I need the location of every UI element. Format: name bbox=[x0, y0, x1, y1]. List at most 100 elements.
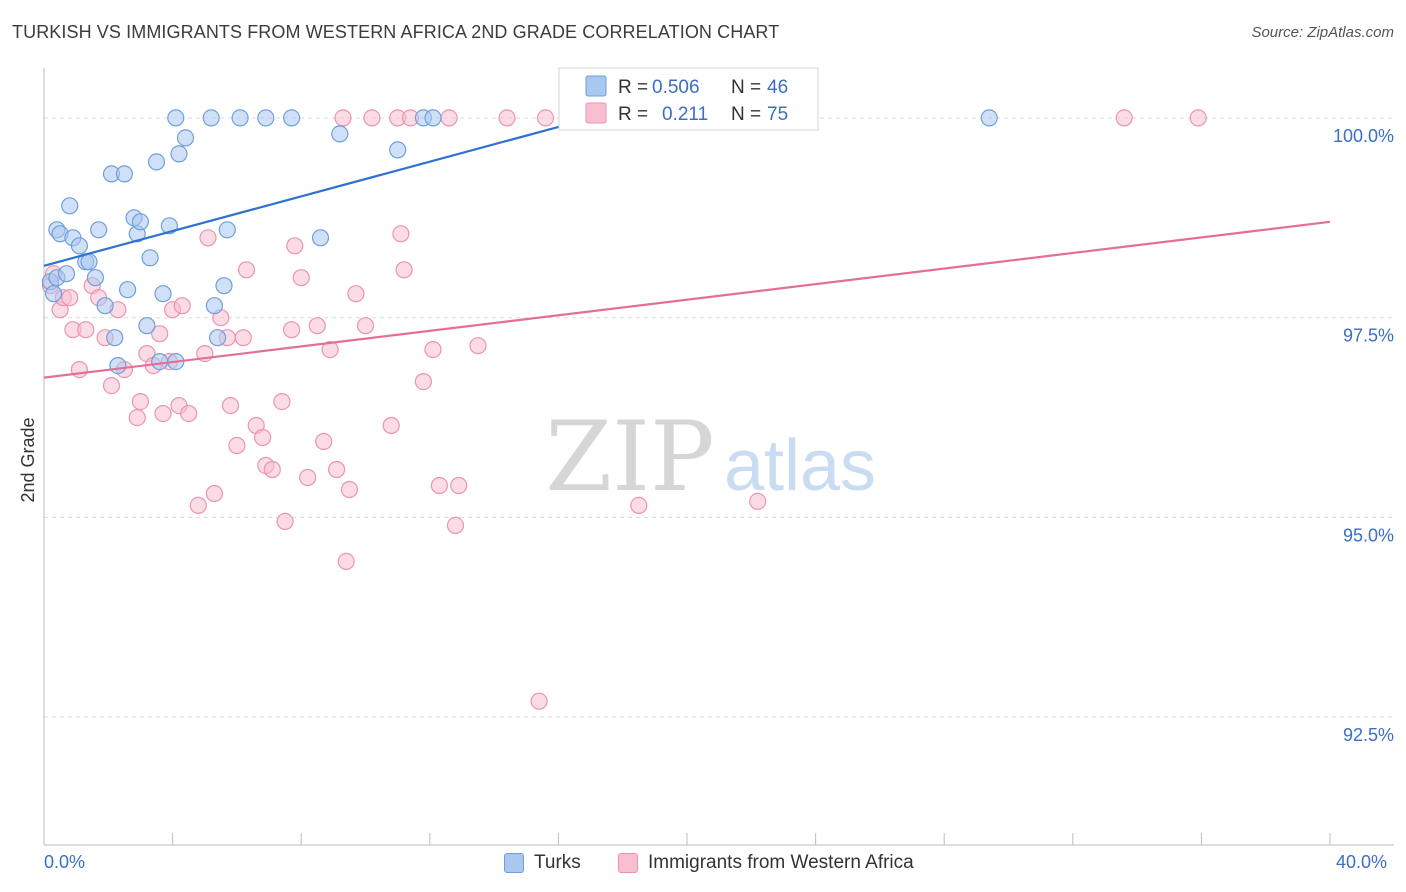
wa-point bbox=[347, 285, 365, 303]
legend-r-label-turks: R = bbox=[618, 77, 648, 98]
wa-trend-line bbox=[43, 220, 1331, 379]
legend-swatch-western-africa bbox=[585, 102, 607, 124]
wa-point bbox=[180, 405, 198, 423]
wa-point bbox=[315, 432, 333, 451]
turks-point bbox=[205, 297, 223, 315]
turks-point bbox=[283, 109, 301, 127]
gridlines: 92.5% 95.0% 97.5% 100.0% bbox=[44, 117, 1394, 745]
wa-point bbox=[430, 476, 448, 495]
turks-point bbox=[61, 197, 79, 215]
turks-point bbox=[115, 165, 134, 183]
wa-point bbox=[498, 109, 516, 127]
legend-swatch-western-africa-bottom bbox=[618, 853, 638, 873]
wa-point bbox=[128, 409, 146, 427]
wa-point bbox=[450, 476, 468, 495]
wa-point bbox=[286, 237, 304, 255]
turks-point bbox=[980, 109, 998, 127]
turks-point bbox=[167, 109, 185, 127]
turks-point bbox=[424, 109, 442, 127]
y-tick-label: 95.0% bbox=[1343, 525, 1394, 545]
y-axis-title: 2nd Grade bbox=[18, 417, 38, 502]
turks-point bbox=[90, 221, 108, 239]
trend-lines bbox=[43, 112, 1331, 379]
wa-point bbox=[228, 436, 246, 455]
wa-point bbox=[234, 329, 252, 347]
turks-point bbox=[118, 281, 137, 299]
wa-point bbox=[1189, 109, 1207, 127]
turks-point bbox=[141, 249, 159, 267]
wa-point bbox=[392, 225, 410, 243]
turks-point bbox=[209, 329, 227, 347]
wa-point bbox=[356, 317, 375, 335]
wa-point bbox=[363, 109, 381, 127]
wa-point bbox=[530, 692, 548, 710]
turks-point bbox=[176, 129, 195, 147]
turks-point bbox=[96, 297, 114, 315]
turks-point bbox=[389, 141, 407, 159]
series-legend: Turks Immigrants from Western Africa bbox=[0, 852, 1406, 876]
wa-point bbox=[337, 552, 355, 571]
wa-point bbox=[292, 269, 310, 287]
turks-point bbox=[218, 221, 236, 239]
watermark-zip: ZIP bbox=[545, 401, 714, 513]
legend-r-value-turks: 0.506 bbox=[652, 77, 700, 98]
legend-n-value-western-africa: 75 bbox=[767, 104, 788, 125]
wa-point bbox=[299, 468, 317, 487]
legend-label-turks: Turks bbox=[534, 852, 581, 873]
wa-point bbox=[273, 393, 291, 411]
wa-point bbox=[70, 361, 89, 379]
watermark-atlas: atlas bbox=[724, 426, 876, 506]
wa-point bbox=[321, 341, 339, 359]
wa-point bbox=[189, 496, 207, 514]
wa-point bbox=[382, 416, 400, 435]
axes bbox=[43, 68, 1394, 846]
correlation-legend: R = 0.506 N = 46 R = 0.211 N = 75 bbox=[558, 67, 819, 131]
turks-point bbox=[131, 213, 149, 231]
turks-point bbox=[331, 125, 349, 143]
turks-point bbox=[154, 285, 172, 303]
legend-n-value-turks: 46 bbox=[767, 77, 788, 98]
legend-item-turks: Turks bbox=[504, 852, 581, 874]
turks-point bbox=[202, 109, 220, 127]
wa-point bbox=[414, 373, 432, 391]
wa-point bbox=[424, 341, 442, 359]
turks-point bbox=[106, 329, 124, 347]
legend-item-western-africa: Immigrants from Western Africa bbox=[618, 852, 914, 874]
wa-point bbox=[77, 321, 95, 339]
wa-point bbox=[630, 496, 648, 514]
turks-point bbox=[109, 357, 127, 375]
wa-point bbox=[131, 393, 149, 411]
y-tick-label: 100.0% bbox=[1333, 126, 1394, 146]
wa-point bbox=[1115, 109, 1133, 127]
wa-point bbox=[263, 460, 281, 479]
wa-point bbox=[340, 480, 358, 499]
wa-point bbox=[334, 109, 352, 127]
y-axis-label: 2nd Grade bbox=[18, 417, 38, 502]
wa-point bbox=[440, 109, 458, 127]
turks-point bbox=[257, 109, 275, 127]
wa-point bbox=[283, 321, 301, 339]
turks-point bbox=[231, 109, 249, 127]
legend-r-value-western-africa: 0.211 bbox=[662, 104, 708, 125]
wa-point bbox=[61, 289, 79, 307]
legend-n-label-western-africa: N = bbox=[731, 104, 761, 125]
wa-point bbox=[536, 109, 555, 127]
series-turks-points bbox=[41, 109, 998, 375]
wa-point bbox=[446, 516, 465, 535]
wa-point bbox=[102, 377, 121, 395]
wa-point bbox=[276, 512, 294, 531]
turks-point bbox=[215, 277, 233, 295]
turks-point bbox=[44, 285, 63, 303]
legend-swatch-turks bbox=[585, 75, 607, 97]
wa-point bbox=[469, 337, 487, 355]
turks-point bbox=[86, 269, 105, 287]
legend-r-label-western-africa: R = bbox=[618, 104, 648, 125]
turks-point bbox=[138, 317, 156, 335]
wa-point bbox=[749, 492, 767, 510]
wa-point bbox=[328, 460, 346, 479]
legend-label-western-africa: Immigrants from Western Africa bbox=[648, 852, 914, 873]
wa-point bbox=[395, 261, 413, 279]
x-tick-label-max: 40.0% bbox=[1336, 852, 1388, 872]
legend-swatch-turks-bottom bbox=[504, 853, 524, 873]
